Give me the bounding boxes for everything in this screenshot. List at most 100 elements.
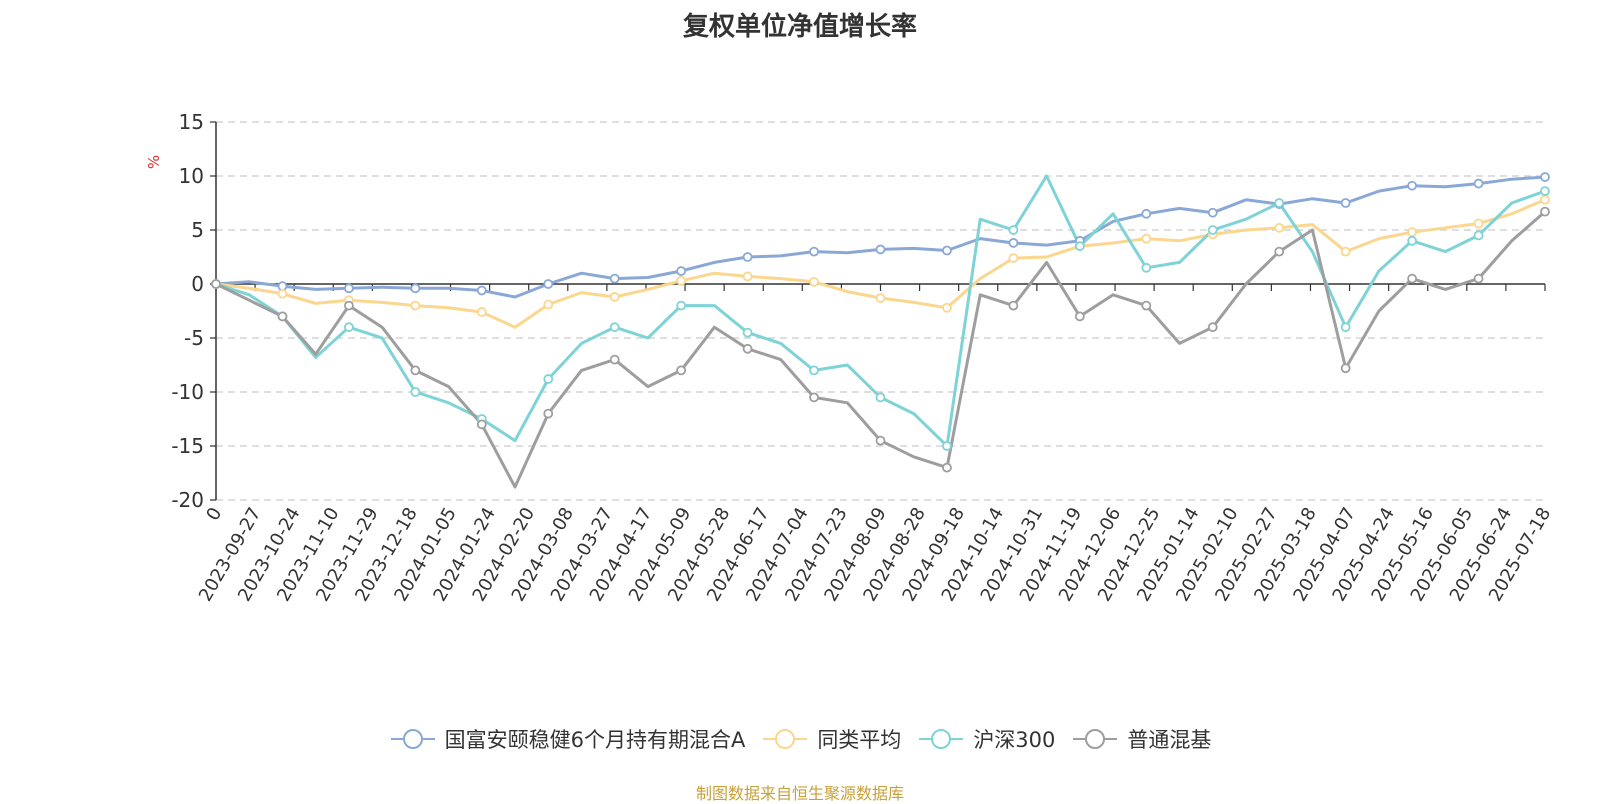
data-point xyxy=(942,441,952,451)
data-point xyxy=(1540,186,1550,197)
data-point xyxy=(875,435,886,446)
data-point xyxy=(609,322,620,333)
legend-item[interactable]: 同类平均 xyxy=(761,724,901,754)
y-tick-label: -5 xyxy=(184,326,204,350)
y-tick-label: 5 xyxy=(191,218,204,242)
y-tick-label: 0 xyxy=(191,272,204,296)
y-tick-label: -20 xyxy=(171,488,204,512)
data-point xyxy=(476,419,487,430)
legend-label: 同类平均 xyxy=(817,728,902,752)
data-point xyxy=(277,288,288,299)
series-points xyxy=(211,172,1550,473)
data-point xyxy=(343,300,354,311)
data-point xyxy=(942,245,952,256)
legend-line-icon xyxy=(390,729,435,749)
data-point xyxy=(742,327,753,338)
legend-marker xyxy=(775,729,796,749)
data-point xyxy=(1141,262,1152,273)
data-point xyxy=(1540,206,1550,217)
data-point xyxy=(609,273,620,284)
data-point xyxy=(1008,238,1019,248)
data-point xyxy=(809,392,819,403)
data-point xyxy=(1540,194,1550,205)
x-tick-label: 0 xyxy=(202,504,226,524)
data-point xyxy=(1074,241,1085,252)
data-point xyxy=(942,302,952,313)
data-point xyxy=(1008,300,1019,311)
legend-line-icon xyxy=(919,729,964,749)
data-point xyxy=(1207,207,1218,218)
data-point xyxy=(1407,180,1417,191)
data-point xyxy=(875,293,886,303)
data-point xyxy=(809,276,819,287)
legend-label: 国富安颐稳健6个月持有期混合A xyxy=(444,728,746,752)
data-point xyxy=(1274,246,1285,257)
data-point xyxy=(609,354,620,365)
data-point xyxy=(676,365,687,376)
data-point xyxy=(410,365,421,376)
data-point xyxy=(809,246,819,257)
data-point xyxy=(1473,218,1484,229)
data-point xyxy=(742,271,753,282)
data-point xyxy=(609,292,620,302)
data-point xyxy=(1274,198,1285,208)
data-point xyxy=(1141,208,1152,219)
chart-title: 复权单位净值增长率 xyxy=(682,12,917,42)
series-line-0 xyxy=(215,175,1546,299)
data-point xyxy=(1340,363,1351,374)
data-point xyxy=(277,311,288,322)
data-point xyxy=(410,300,421,311)
data-point xyxy=(1207,225,1218,235)
data-point xyxy=(543,279,554,289)
data-point xyxy=(1473,230,1484,241)
grid-lines xyxy=(216,121,1545,501)
data-point xyxy=(410,283,421,294)
data-point xyxy=(1274,222,1285,233)
data-point xyxy=(1340,246,1351,257)
data-point xyxy=(676,266,687,276)
data-point xyxy=(1540,172,1550,182)
data-point xyxy=(942,462,952,473)
data-point xyxy=(676,300,687,311)
data-point xyxy=(1074,311,1085,322)
data-point xyxy=(1008,225,1019,235)
legend-item[interactable]: 沪深300 xyxy=(917,724,1055,754)
y-axis-unit-label: % xyxy=(145,155,163,169)
source-note: 制图数据来自恒生聚源数据库 xyxy=(695,784,904,803)
legend-item[interactable]: 普通混基 xyxy=(1071,724,1211,754)
data-point xyxy=(543,408,554,419)
data-point xyxy=(809,365,819,376)
data-point xyxy=(211,279,221,289)
y-tick-label: 15 xyxy=(179,110,204,134)
data-point xyxy=(742,343,753,354)
y-tick-label: -15 xyxy=(171,434,204,458)
data-point xyxy=(742,252,753,262)
series-line-2 xyxy=(215,174,1546,448)
data-point xyxy=(875,244,886,255)
data-point xyxy=(1473,178,1484,189)
data-point xyxy=(1141,300,1152,311)
y-tick-label: 10 xyxy=(179,164,204,188)
legend-line-icon xyxy=(763,729,808,749)
legend-item[interactable]: 国富安颐稳健6个月持有期混合A xyxy=(389,724,746,754)
legend-marker xyxy=(931,729,952,749)
data-point xyxy=(476,285,487,296)
data-point xyxy=(476,307,487,317)
data-point xyxy=(543,299,554,310)
data-point xyxy=(676,275,687,286)
data-point xyxy=(343,322,354,333)
legend-marker xyxy=(1085,729,1106,749)
legend: 国富安颐稳健6个月持有期混合A 同类平均 沪深300 普通混基 xyxy=(0,724,1600,754)
data-point xyxy=(343,283,354,294)
data-point xyxy=(1008,253,1019,263)
data-point xyxy=(1340,198,1351,208)
axes: 151050-5-10-15-2002023-09-272023-10-2420… xyxy=(171,110,1555,605)
data-point xyxy=(1473,273,1484,284)
data-point xyxy=(410,387,421,397)
data-point xyxy=(543,374,554,384)
data-point xyxy=(1340,322,1351,333)
legend-label: 普通混基 xyxy=(1127,728,1212,752)
data-point xyxy=(875,392,886,403)
data-point xyxy=(1407,235,1417,246)
